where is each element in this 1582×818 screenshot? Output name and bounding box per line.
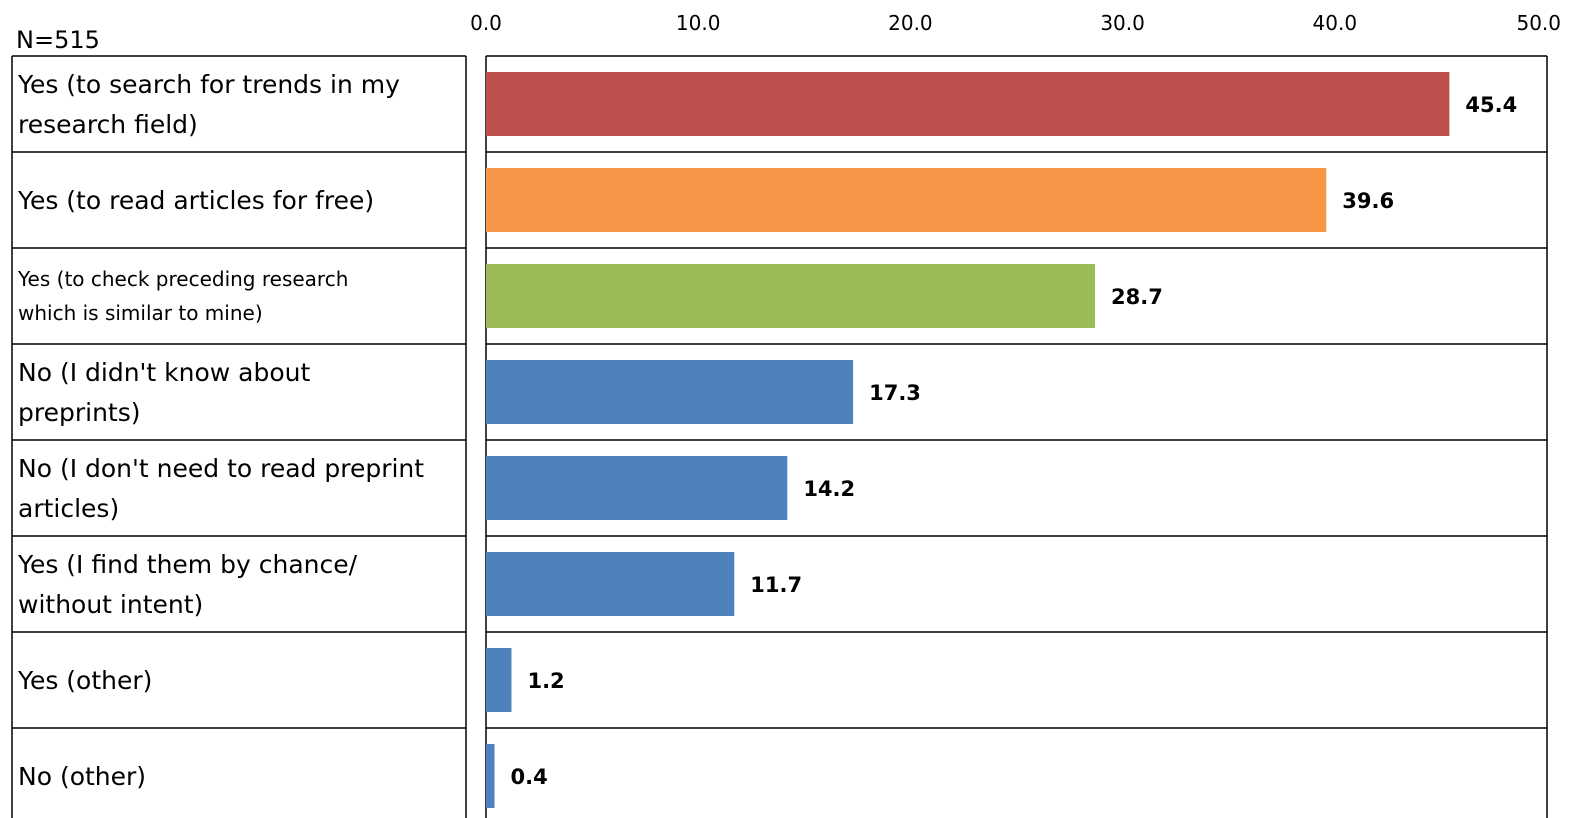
bar-value-label: 45.4	[1465, 93, 1517, 117]
category-label-line: No (I didn't know about	[18, 358, 311, 387]
category-label-line: Yes (to search for trends in my	[17, 70, 400, 99]
category-label-line: Yes (other)	[17, 666, 152, 695]
x-tick-label: 30.0	[1100, 11, 1145, 35]
sample-size-label: N=515	[16, 26, 100, 54]
x-tick-label: 10.0	[676, 11, 721, 35]
bar	[486, 72, 1450, 136]
bar	[486, 168, 1327, 232]
category-label-line: which is similar to mine)	[18, 301, 263, 325]
category-label-line: No (other)	[18, 762, 146, 791]
x-tick-label: 20.0	[888, 11, 933, 35]
x-tick-label: 0.0	[470, 11, 502, 35]
category-label: No (I don't need to read preprint article…	[18, 454, 424, 523]
bar-value-label: 1.2	[527, 669, 564, 693]
category-label-line: articles)	[18, 494, 119, 523]
category-label-line: No (I don't need to read preprint	[18, 454, 424, 483]
bar	[486, 456, 788, 520]
category-label: Yes (I find them by chance/without inten…	[17, 550, 358, 619]
category-label: Yes (to search for trends in my research …	[17, 70, 400, 139]
category-label-line: Yes (to read articles for free)	[17, 186, 374, 215]
category-label: Yes (to read articles for free)	[17, 186, 374, 215]
category-label: Yes (to check preceding research which is…	[17, 267, 348, 325]
category-label-line: Yes (to check preceding research	[17, 267, 348, 291]
category-label-line: without intent)	[18, 590, 203, 619]
category-label: Yes (other)	[17, 666, 152, 695]
category-label: No (other)	[18, 762, 146, 791]
x-tick-label: 40.0	[1313, 11, 1358, 35]
bar	[486, 552, 735, 616]
category-label-line: research field)	[18, 110, 198, 139]
bar	[486, 744, 495, 808]
bar	[486, 264, 1096, 328]
bar	[486, 360, 854, 424]
category-label: No (I didn't know about preprints)	[18, 358, 311, 427]
bar-value-label: 17.3	[869, 381, 921, 405]
category-label-line: Yes (I find them by chance/	[17, 550, 358, 579]
bar-value-label: 28.7	[1111, 285, 1163, 309]
bar-value-label: 0.4	[510, 765, 547, 789]
bar-value-label: 14.2	[803, 477, 855, 501]
x-tick-label: 50.0	[1516, 11, 1561, 35]
category-label-line: preprints)	[18, 398, 141, 427]
bar	[486, 648, 512, 712]
bar-value-label: 11.7	[750, 573, 802, 597]
bar-value-label: 39.6	[1342, 189, 1394, 213]
